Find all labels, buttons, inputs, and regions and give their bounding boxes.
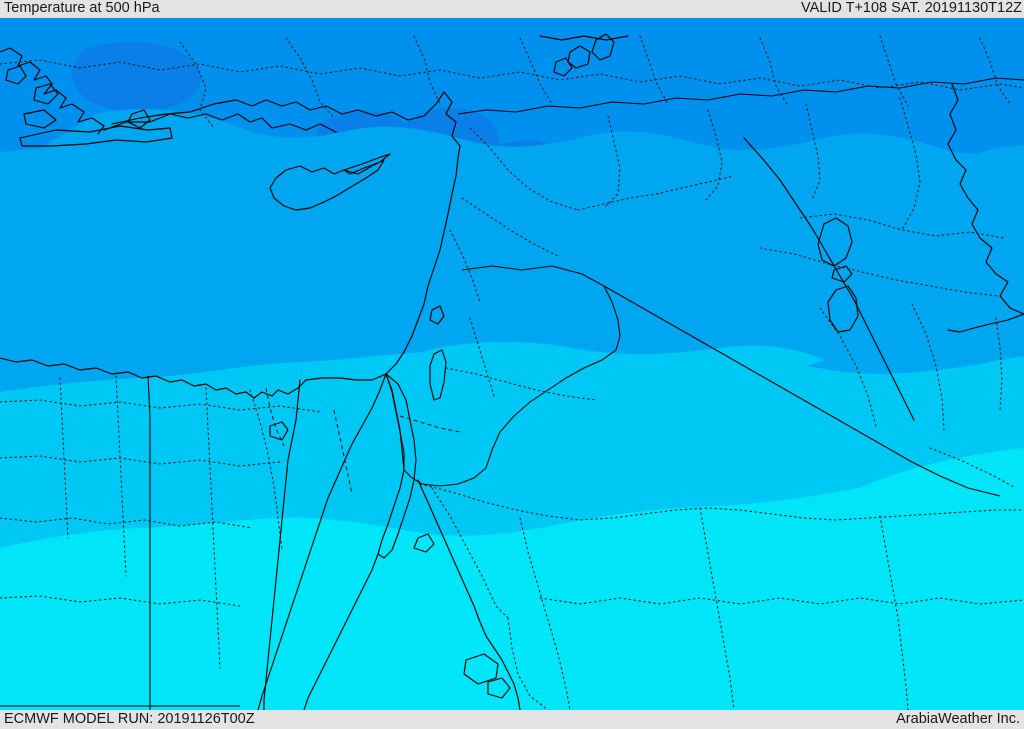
coastline-greek-island-c — [23, 109, 57, 129]
coastline-black-sea — [539, 35, 629, 41]
coastline-crete — [19, 125, 173, 147]
admin-border-egypt-h — [0, 595, 241, 607]
coastline-gulf-west-shore — [947, 313, 1024, 333]
border-turkey-syria — [457, 77, 1024, 115]
admin-border-egypt-a — [0, 399, 321, 413]
isoband-cold — [0, 18, 1024, 167]
admin-border-turkey-d — [413, 35, 441, 105]
coastline-aegean — [0, 47, 105, 135]
admin-border-syria-e — [805, 103, 821, 201]
coastline-lake-habbaniyah — [831, 265, 853, 283]
border-jordan-israel-egypt — [403, 469, 423, 485]
coastline-red-sea-west — [303, 553, 379, 710]
admin-border-levant-b — [449, 229, 481, 303]
border-syria-iraq — [603, 285, 1001, 497]
coastline-sea-of-galilee — [429, 305, 445, 325]
coastline-nile-delta — [0, 357, 307, 399]
admin-border-iraq-d — [819, 307, 877, 427]
coastline-tiran-island — [413, 533, 435, 553]
valid-time-label: VALID T+108 SAT. 20191130T12Z — [801, 0, 1022, 16]
coastline-lake-tharthar — [817, 217, 853, 267]
admin-border-egypt-f — [249, 389, 283, 551]
admin-border-tabuk — [507, 617, 549, 710]
border-egypt-israel — [385, 373, 405, 470]
admin-border-turkey-a — [0, 59, 1024, 91]
border-syria-jordan — [461, 265, 605, 287]
admin-border-syria-b — [577, 175, 735, 211]
coastline-levant — [305, 157, 459, 381]
isoband-pocket-north-d — [72, 41, 201, 113]
coastline-red-sea-east — [417, 479, 521, 710]
isoband-milder-lobe — [404, 342, 824, 386]
admin-border-syria-a — [469, 127, 579, 211]
admin-border-saudi-a — [419, 483, 1024, 521]
admin-border-egypt-c — [59, 377, 69, 539]
coastline-persian-gulf — [947, 83, 1024, 315]
admin-border-saudi-f — [929, 447, 1017, 489]
admin-border-jordan-b — [469, 317, 495, 397]
admin-border-jordan-a — [445, 367, 597, 401]
isoband-warmest-east-lobe — [852, 448, 1024, 519]
coastline-saudi-island-a — [463, 653, 499, 685]
river-euphrates — [743, 137, 915, 421]
header-bar: Temperature at 500 hPa VALID T+108 SAT. … — [0, 0, 1024, 18]
coastline-greek-island-b — [33, 83, 59, 105]
border-jordan-iraq-saudi — [421, 285, 621, 487]
river-nile — [263, 379, 301, 710]
admin-border-saudi-d — [879, 515, 909, 710]
coastline-lake-tuz — [591, 33, 615, 61]
coastline-cyprus — [269, 159, 385, 211]
credit-label: ArabiaWeather Inc. — [896, 711, 1020, 727]
coastline-turkey-south — [111, 91, 461, 159]
admin-border-turkey-c — [285, 37, 335, 119]
coastline-lake-egirdir — [553, 57, 573, 77]
admin-border-egypt-e — [205, 387, 221, 669]
model-run-label: ECMWF MODEL RUN: 20191126T00Z — [4, 711, 255, 727]
admin-border-egypt-d — [115, 375, 127, 577]
coastline-cyprus-karpas — [343, 153, 391, 175]
admin-border-syria-c — [603, 115, 621, 209]
admin-border-egypt-g — [0, 517, 253, 529]
coastline-dead-sea — [429, 349, 447, 401]
isoband-mild-tongue — [0, 109, 1024, 174]
admin-border-iraq-c — [759, 247, 999, 297]
border-egypt-libya — [147, 375, 151, 710]
footer-bar: ECMWF MODEL RUN: 20191126T00Z ArabiaWeat… — [0, 710, 1024, 729]
admin-border-sinai-a — [399, 415, 461, 433]
admin-border-iraq-e — [911, 303, 945, 431]
isoband-warmest — [0, 462, 1024, 710]
admin-border-turkey-i — [979, 37, 1011, 105]
coastline-saudi-island-b — [487, 677, 511, 699]
admin-border-iraq-f — [995, 317, 1003, 411]
page-title: Temperature at 500 hPa — [4, 0, 160, 16]
coastline-greek-island-a — [5, 65, 27, 85]
admin-border-egypt-b — [0, 455, 281, 467]
admin-border-saudi-e — [539, 597, 1024, 605]
lake-fayyum — [269, 421, 289, 441]
coastline-gulf-of-suez — [257, 373, 387, 710]
admin-border-saudi-b — [519, 517, 571, 710]
admin-border-turkey-e — [519, 37, 553, 105]
coastline-lake-razzaza — [827, 285, 859, 333]
admin-border-saudi-c — [699, 507, 735, 710]
map-canvas[interactable] — [0, 18, 1024, 710]
coastline-sinai — [377, 373, 417, 559]
map-svg — [0, 18, 1024, 710]
admin-border-nile-delta — [265, 387, 285, 447]
coastline-turkey-sw — [103, 113, 337, 133]
admin-border-turkey-f — [639, 35, 669, 105]
